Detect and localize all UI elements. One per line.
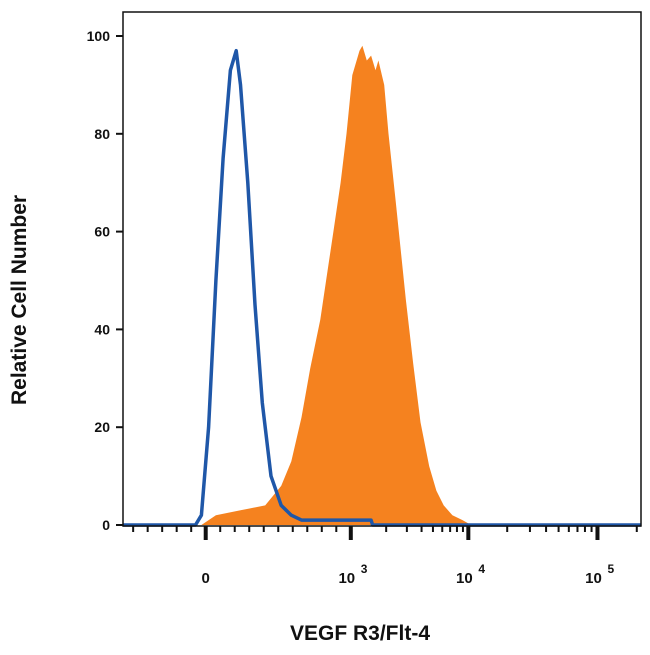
x-axis: 0 10 3 10 4 10 5 [132,526,638,587]
y-axis: 0 20 40 60 80 100 [87,28,123,533]
x-tick-exponent: 4 [478,562,485,576]
y-tick-label: 20 [94,419,110,435]
y-axis-title: Relative Cell Number [8,195,31,405]
x-tick-label: 0 [202,570,210,587]
stained-histogram-fill [201,45,472,526]
x-tick-label: 10 [456,570,473,587]
x-tick-label: 10 [585,570,602,587]
isotype-histogram-line [123,48,641,527]
y-tick-label: 100 [87,28,111,44]
y-tick-label: 40 [94,321,110,337]
y-tick-label: 0 [102,517,110,533]
x-tick-label: 10 [338,570,355,587]
y-tick-label: 60 [94,224,110,240]
x-tick-exponent: 5 [607,562,614,576]
plot-frame [122,11,642,527]
series-layer [123,45,641,527]
y-tick-label: 80 [94,126,110,142]
x-axis-title: VEGF R3/Flt-4 [290,622,430,645]
x-tick-exponent: 3 [361,562,368,576]
